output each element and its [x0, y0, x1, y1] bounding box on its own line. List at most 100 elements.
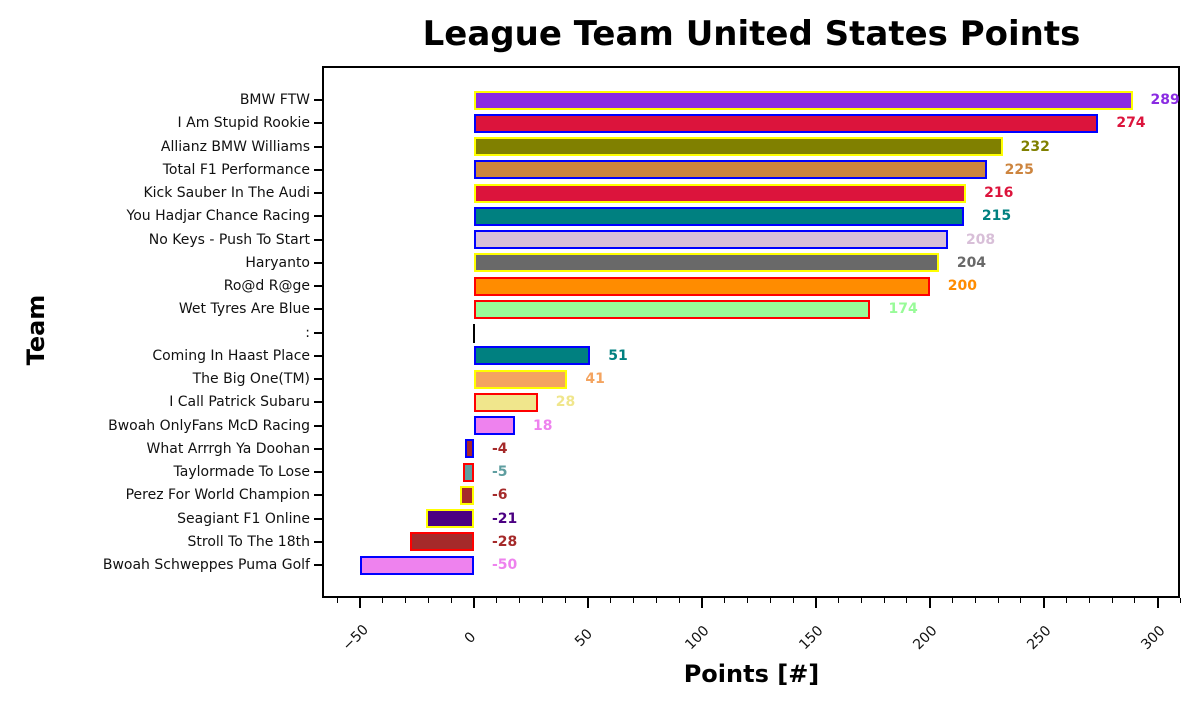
y-tick [314, 447, 322, 450]
y-tick-label: Kick Sauber In The Audi [143, 185, 310, 201]
bar-value-label: -50 [492, 557, 518, 573]
x-tick-label: 100 [682, 622, 713, 654]
y-tick-label: : [305, 324, 310, 341]
bar-value-label: -28 [492, 533, 518, 550]
x-tick-label: 300 [1138, 622, 1169, 654]
y-tick-label: Stroll To The 18th [187, 533, 310, 550]
bar [474, 137, 1003, 156]
x-tick-label: −50 [339, 621, 372, 655]
x-tick [519, 598, 521, 603]
x-tick [906, 598, 908, 603]
y-tick-label: Wet Tyres Are Blue [178, 301, 310, 318]
bar-value-label: -6 [492, 487, 508, 504]
y-tick-label: You Hadjar Chance Racing [126, 208, 310, 225]
x-tick [655, 598, 657, 603]
x-tick [724, 598, 726, 603]
x-tick [814, 598, 817, 608]
x-tick [541, 598, 543, 603]
bar-value-label: 232 [1020, 138, 1050, 155]
bar [460, 485, 474, 505]
bar-value-label: -5 [492, 464, 508, 480]
x-tick [700, 598, 703, 608]
bar-value-label: 225 [1004, 161, 1034, 178]
bar [360, 555, 474, 575]
x-tick [678, 598, 680, 603]
y-tick [314, 308, 322, 311]
y-tick-label: The Big One(TM) [192, 371, 310, 387]
y-tick [314, 378, 322, 380]
x-tick [1088, 598, 1090, 603]
y-tick-label: Seagiant F1 Online [177, 510, 310, 527]
y-tick-label: Bwoah OnlyFans McD Racing [108, 417, 310, 434]
y-tick [314, 192, 322, 194]
x-axis-label: Points [#] [683, 660, 820, 688]
y-tick-label: Ro@d R@ge [223, 278, 310, 294]
y-tick [314, 471, 322, 473]
x-tick [860, 598, 862, 603]
bar-value-label: 274 [1116, 115, 1146, 132]
bar-value-label: 215 [981, 208, 1012, 225]
x-tick [586, 598, 589, 608]
chart-title: League Team United States Points [422, 14, 1081, 54]
x-tick [405, 598, 407, 603]
y-tick-label: BMW FTW [239, 92, 310, 108]
bar-value-label: -21 [492, 510, 518, 527]
x-tick [974, 598, 976, 603]
x-tick [792, 598, 794, 603]
bar-value-label: 289 [1150, 92, 1180, 108]
bar [474, 206, 964, 226]
bar [474, 392, 538, 412]
x-tick [473, 598, 475, 608]
bar-value-label: 28 [555, 394, 576, 411]
y-tick [314, 424, 322, 427]
bar-value-label: 208 [965, 231, 996, 248]
bar [474, 369, 568, 389]
x-tick [1020, 598, 1022, 603]
x-tick [336, 598, 338, 603]
bar-value-label: 174 [888, 301, 918, 318]
bar-value-label: 18 [533, 417, 553, 434]
bar-value-label: 216 [984, 185, 1014, 201]
y-tick [314, 238, 322, 241]
y-tick-label: I Am Stupid Rookie [177, 115, 310, 132]
x-tick [1042, 598, 1045, 608]
bar [426, 509, 474, 528]
y-tick-label: Taylormade To Lose [173, 464, 310, 480]
y-tick [314, 122, 322, 125]
bar-value-label: 41 [585, 371, 605, 387]
x-tick-label: 50 [571, 626, 596, 650]
plot-area [322, 66, 1180, 598]
x-tick [382, 598, 384, 603]
y-tick-label: Allianz BMW Williams [160, 138, 310, 155]
x-tick [1179, 598, 1181, 603]
x-tick-label: 0 [461, 629, 479, 647]
y-tick-label: Bwoah Schweppes Puma Golf [102, 557, 310, 573]
bar-value-label: 51 [608, 347, 628, 364]
y-axis-label: Team [22, 294, 50, 366]
bar [474, 346, 591, 366]
x-tick [1156, 598, 1159, 608]
y-tick-label: Haryanto [245, 254, 310, 271]
y-tick-label: What Arrrgh Ya Doohan [146, 440, 310, 457]
x-tick [1065, 598, 1067, 603]
bar-value-label: 200 [947, 278, 977, 294]
bar [474, 299, 871, 319]
y-tick [314, 331, 322, 334]
bar [474, 416, 515, 435]
bar [462, 462, 474, 482]
x-tick [838, 598, 840, 603]
y-tick [314, 168, 322, 171]
y-tick [314, 401, 322, 404]
y-tick [314, 517, 322, 520]
bar-value-label: -4 [492, 440, 508, 457]
bar [474, 183, 967, 203]
bar [474, 253, 939, 273]
y-tick [314, 540, 322, 543]
bar-value-label: 204 [956, 254, 987, 271]
bar [474, 230, 948, 249]
x-tick-label: 250 [1024, 622, 1055, 654]
x-tick [427, 598, 429, 603]
x-tick-label: 150 [796, 622, 827, 654]
bar [464, 439, 474, 459]
x-tick [450, 598, 452, 603]
